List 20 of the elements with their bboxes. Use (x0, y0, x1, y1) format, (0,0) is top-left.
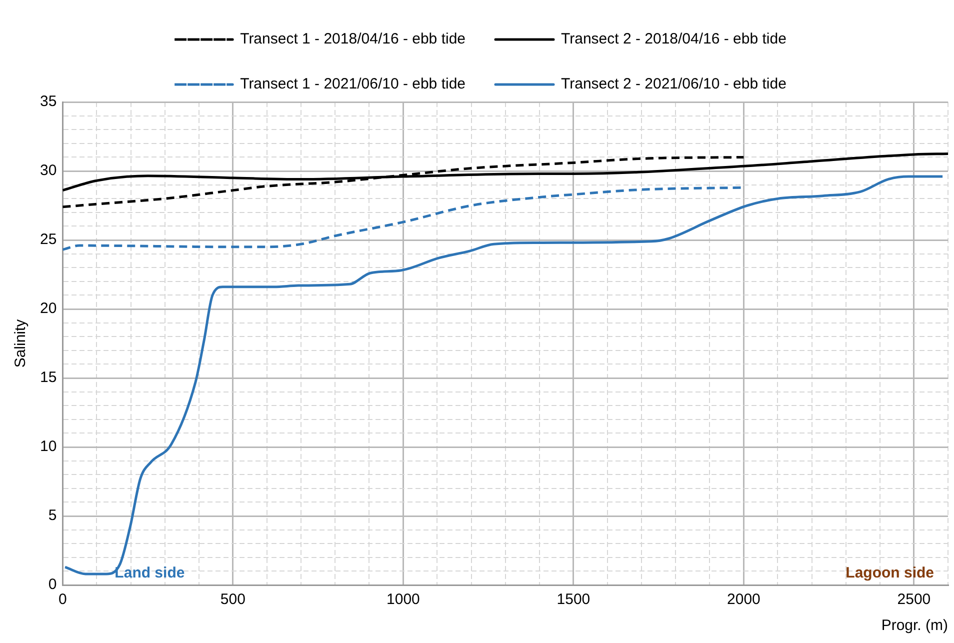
x-tick-label: 1000 (386, 591, 420, 608)
y-tick-label: 35 (40, 93, 57, 110)
y-tick-label: 30 (40, 162, 57, 180)
y-tick-label: 20 (40, 300, 57, 318)
y-tick-label: 0 (48, 576, 57, 594)
legend-label: Transect 2 - 2021/06/10 - ebb tide (561, 76, 786, 93)
x-tick-label: 2000 (727, 591, 760, 608)
x-tick-label: 1500 (556, 591, 590, 608)
x-tick-label: 2500 (897, 591, 931, 608)
annotation: Lagoon side (846, 564, 934, 582)
legend-label: Transect 1 - 2021/06/10 - ebb tide (240, 76, 466, 93)
legend-label: Transect 1 - 2018/04/16 - ebb tide (240, 30, 466, 48)
y-tick-label: 5 (48, 507, 57, 524)
y-tick-label: 15 (40, 369, 57, 386)
x-axis-title: Progr. (m) (881, 617, 948, 634)
x-tick-label: 500 (220, 591, 246, 608)
legend-label: Transect 2 - 2018/04/16 - ebb tide (561, 30, 786, 48)
y-axis-title: Salinity (12, 318, 30, 368)
y-tick-label: 25 (40, 231, 57, 248)
y-tick-label: 10 (40, 438, 57, 456)
